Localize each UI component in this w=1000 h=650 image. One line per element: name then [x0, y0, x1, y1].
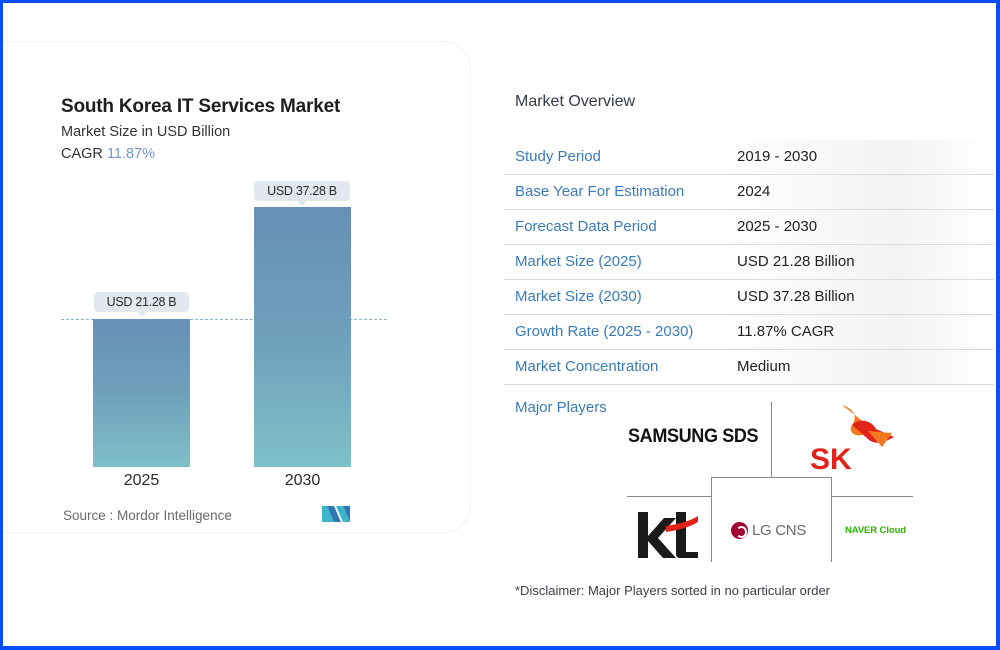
bar-2030 [254, 207, 351, 467]
row-value: Medium [737, 358, 791, 375]
sk-logo-icon: SK [810, 405, 894, 473]
lg-circle-icon [731, 522, 748, 539]
row-value: USD 37.28 Billion [737, 288, 855, 305]
kt-logo-icon [638, 512, 698, 558]
grid-divider [627, 496, 711, 497]
naver-cloud-logo-icon: NAVER Cloud [845, 525, 906, 536]
mordor-intelligence-logo-icon [322, 506, 350, 522]
major-players-label: Major Players [515, 399, 607, 416]
chart-title: South Korea IT Services Market [61, 96, 341, 117]
bar-2025 [93, 319, 190, 467]
lg-cns-text: LG CNS [752, 522, 807, 539]
row-key: Forecast Data Period [515, 218, 657, 235]
overview-row-base-year: Base Year For Estimation 2024 [504, 175, 994, 210]
bar-label-2025: USD 21.28 B [94, 292, 189, 317]
bar-label-2030: USD 37.28 B [254, 181, 350, 206]
overview-row-forecast-period: Forecast Data Period 2025 - 2030 [504, 210, 994, 245]
row-value: USD 21.28 Billion [737, 253, 855, 270]
source-text: Source : Mordor Intelligence [63, 508, 232, 523]
chart-subtitle: Market Size in USD Billion [61, 124, 231, 140]
row-key: Market Size (2025) [515, 253, 642, 270]
chart-cagr: CAGR 11.87% [61, 146, 155, 162]
reference-dashed-line [61, 319, 387, 320]
row-value: 11.87% CAGR [737, 323, 835, 340]
disclaimer-text: *Disclaimer: Major Players sorted in no … [515, 583, 831, 598]
grid-divider [711, 477, 831, 478]
lg-cns-logo: LG CNS [731, 522, 806, 539]
overview-row-study-period: Study Period 2019 - 2030 [504, 140, 994, 175]
overview-row-growth-rate: Growth Rate (2025 - 2030) 11.87% CAGR [504, 315, 994, 350]
x-label-2025: 2025 [123, 472, 160, 489]
market-overview-title: Market Overview [515, 93, 636, 110]
x-label-2030: 2030 [284, 472, 321, 489]
svg-text:SK: SK [810, 443, 852, 473]
grid-divider [831, 496, 913, 497]
chart-card [0, 41, 471, 533]
overview-row-market-concentration: Market Concentration Medium [504, 350, 994, 385]
row-key: Market Concentration [515, 358, 659, 375]
row-key: Study Period [515, 148, 601, 165]
row-value: 2024 [737, 183, 771, 200]
row-key: Growth Rate (2025 - 2030) [515, 323, 694, 340]
samsung-sds-logo-icon: SAMSUNG SDS [628, 426, 759, 447]
overview-table: Study Period 2019 - 2030 Base Year For E… [504, 140, 994, 385]
overview-row-market-size-2030: Market Size (2030) USD 37.28 Billion [504, 280, 994, 315]
row-key: Base Year For Estimation [515, 183, 685, 200]
row-key: Market Size (2030) [515, 288, 642, 305]
grid-divider [831, 477, 832, 562]
cagr-value: 11.87% [106, 146, 156, 162]
overview-row-market-size-2025: Market Size (2025) USD 21.28 Billion [504, 245, 994, 280]
grid-divider [771, 402, 772, 477]
row-value: 2025 - 2030 [737, 218, 818, 235]
row-value: 2019 - 2030 [737, 148, 818, 165]
grid-divider [711, 477, 712, 562]
cagr-label: CAGR [61, 146, 103, 162]
